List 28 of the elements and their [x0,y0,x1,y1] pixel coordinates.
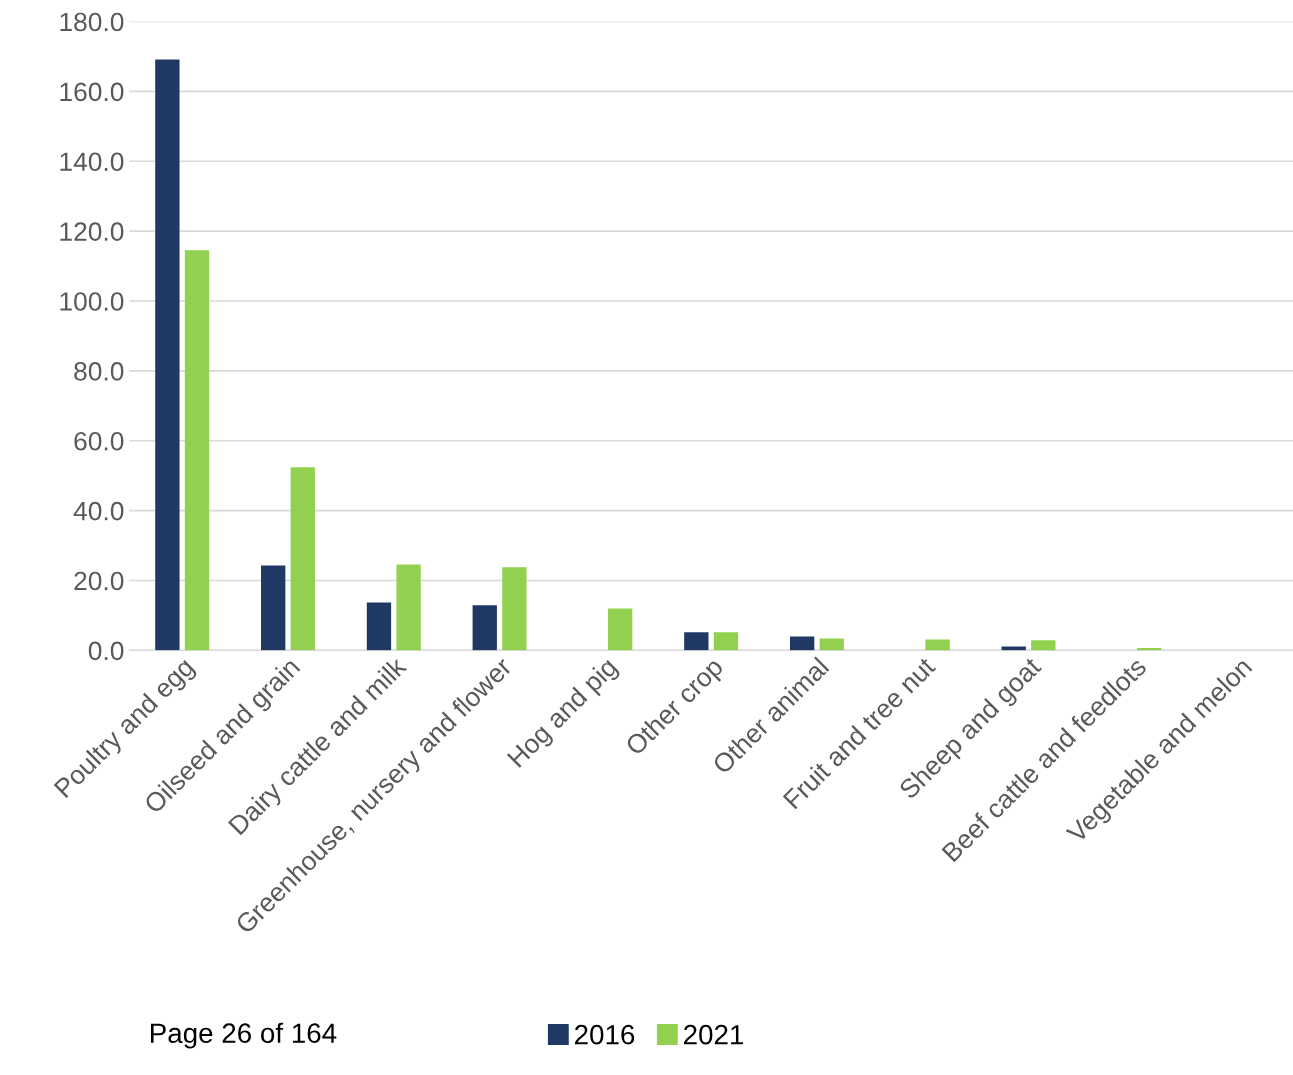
bar [713,632,739,651]
y-tick-label: 60.0 [74,431,124,451]
y-tick-label: 160.0 [60,82,124,102]
y-tick-label: 20.0 [74,571,124,591]
bar [1031,640,1056,651]
bar [789,636,815,651]
bar [366,602,392,651]
bar [396,564,421,651]
y-tick-label: 140.0 [60,152,124,172]
bar [472,605,497,651]
y-tick-label: 120.0 [60,222,124,241]
bar [608,608,633,651]
y-tick-label: 40.0 [73,501,124,521]
bar [184,250,210,651]
bar [155,59,180,651]
y-tick-label: 80.0 [74,362,124,381]
bar [819,638,844,651]
legend-label: 2016 [575,1024,635,1045]
y-tick-label: 180.0 [60,12,124,32]
bar [290,467,315,651]
bar [261,565,286,651]
text: Page 26 of 164 [150,1022,337,1049]
bar [502,567,527,651]
y-tick-label: 0.0 [88,641,124,661]
y-tick-label: 100.0 [60,292,124,311]
bar [684,632,709,651]
legend-label: 2021 [684,1024,744,1045]
bar [925,639,950,651]
